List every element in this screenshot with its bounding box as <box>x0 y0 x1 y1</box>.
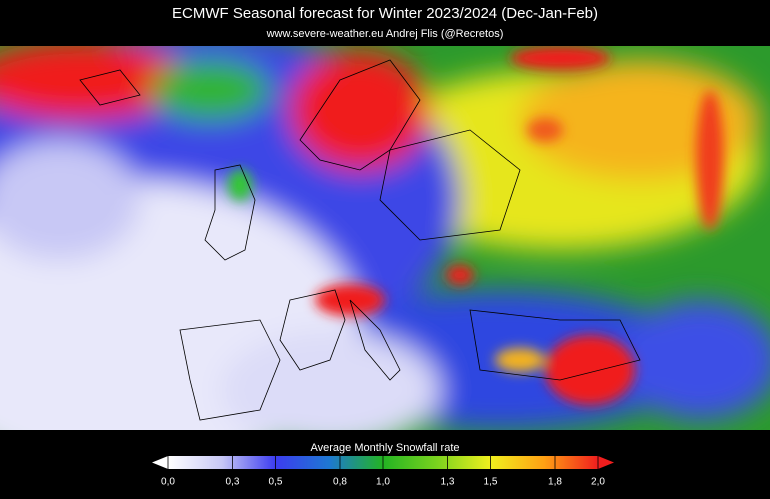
subtitle: www.severe-weather.eu Andrej Flis (@Recr… <box>266 28 504 40</box>
colorbar-tick-label: 0,8 <box>333 477 347 488</box>
colorbar-tick-label: 0,3 <box>226 477 240 488</box>
colorbar-tick-label: 1,0 <box>376 477 390 488</box>
map <box>0 46 770 430</box>
colorbar-tick-label: 1,3 <box>441 477 455 488</box>
colorbar-arrow-low <box>152 456 168 469</box>
colorbar-tick-label: 0,0 <box>161 477 175 488</box>
legend-label: Average Monthly Snowfall rate <box>311 442 460 454</box>
title: ECMWF Seasonal forecast for Winter 2023/… <box>172 5 598 22</box>
colorbar-tick-label: 1,5 <box>484 477 498 488</box>
colorbar-arrow-high <box>598 456 614 469</box>
colorbar-tick-label: 0,5 <box>269 477 283 488</box>
colorbar: 0,0 0,3 0,5 0,8 1,0 1,3 1,5 1,8 2,0 <box>152 456 614 488</box>
borders <box>79 59 641 421</box>
colorbar-tick-label: 2,0 <box>591 477 605 488</box>
colorbar-tick-label: 1,8 <box>548 477 562 488</box>
